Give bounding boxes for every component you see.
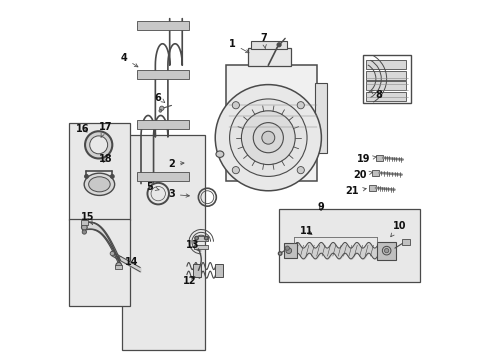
Circle shape xyxy=(111,175,114,178)
Circle shape xyxy=(215,85,321,191)
Circle shape xyxy=(277,42,281,47)
Circle shape xyxy=(81,225,87,230)
Bar xyxy=(377,242,395,260)
Text: 17: 17 xyxy=(99,122,113,137)
Bar xyxy=(372,170,379,176)
Text: 8: 8 xyxy=(370,90,382,100)
Bar xyxy=(251,41,287,49)
Text: 19: 19 xyxy=(357,154,376,164)
Bar xyxy=(81,220,88,225)
Circle shape xyxy=(85,175,88,178)
Text: 12: 12 xyxy=(183,276,196,286)
Bar xyxy=(366,71,406,80)
Ellipse shape xyxy=(84,173,115,195)
Bar xyxy=(193,264,201,277)
Circle shape xyxy=(262,131,275,144)
Bar xyxy=(137,120,190,129)
Circle shape xyxy=(82,230,87,234)
Text: 18: 18 xyxy=(99,154,113,164)
Bar xyxy=(366,81,406,90)
Circle shape xyxy=(230,99,307,176)
Bar xyxy=(376,155,383,161)
Bar xyxy=(366,92,406,101)
Text: 15: 15 xyxy=(81,212,95,224)
Circle shape xyxy=(297,102,304,109)
Text: 11: 11 xyxy=(300,226,314,236)
Bar xyxy=(69,123,130,220)
Circle shape xyxy=(195,236,198,240)
Circle shape xyxy=(160,106,164,111)
Bar xyxy=(279,210,420,282)
Bar xyxy=(195,235,208,241)
Bar xyxy=(368,185,376,191)
Ellipse shape xyxy=(216,151,224,157)
Circle shape xyxy=(232,167,240,174)
Text: 7: 7 xyxy=(260,33,267,49)
Text: 3: 3 xyxy=(168,189,189,199)
Circle shape xyxy=(382,246,391,255)
Bar xyxy=(122,135,205,350)
Circle shape xyxy=(110,251,115,256)
Circle shape xyxy=(278,252,282,255)
Text: 6: 6 xyxy=(155,93,165,103)
Circle shape xyxy=(242,111,295,165)
Circle shape xyxy=(204,236,208,240)
Bar xyxy=(137,22,190,30)
Text: 10: 10 xyxy=(391,221,406,237)
Circle shape xyxy=(285,246,290,250)
Circle shape xyxy=(232,102,240,109)
Bar xyxy=(285,243,297,258)
Bar xyxy=(194,244,208,249)
Circle shape xyxy=(159,109,162,112)
Bar xyxy=(363,55,411,103)
Bar xyxy=(248,48,291,66)
Bar xyxy=(137,172,190,181)
Bar xyxy=(137,70,190,78)
Circle shape xyxy=(253,123,283,153)
Bar xyxy=(69,219,130,306)
Circle shape xyxy=(286,248,292,253)
Text: 5: 5 xyxy=(147,182,159,192)
Text: 13: 13 xyxy=(186,240,200,250)
Circle shape xyxy=(116,262,122,268)
Text: 4: 4 xyxy=(121,53,138,67)
Ellipse shape xyxy=(89,177,110,192)
Circle shape xyxy=(85,131,112,158)
Text: 16: 16 xyxy=(76,124,90,134)
Circle shape xyxy=(90,136,108,154)
Text: 21: 21 xyxy=(345,186,366,197)
Bar xyxy=(402,239,410,245)
Circle shape xyxy=(385,248,389,253)
Text: 1: 1 xyxy=(229,39,249,53)
Text: 20: 20 xyxy=(353,170,372,180)
Bar xyxy=(115,265,122,269)
Circle shape xyxy=(297,167,304,174)
Bar xyxy=(226,65,317,181)
Bar xyxy=(366,60,406,69)
Bar xyxy=(315,83,327,153)
Text: 9: 9 xyxy=(318,202,324,212)
Text: 14: 14 xyxy=(118,257,139,267)
Text: 2: 2 xyxy=(168,159,184,169)
Bar xyxy=(215,264,223,277)
